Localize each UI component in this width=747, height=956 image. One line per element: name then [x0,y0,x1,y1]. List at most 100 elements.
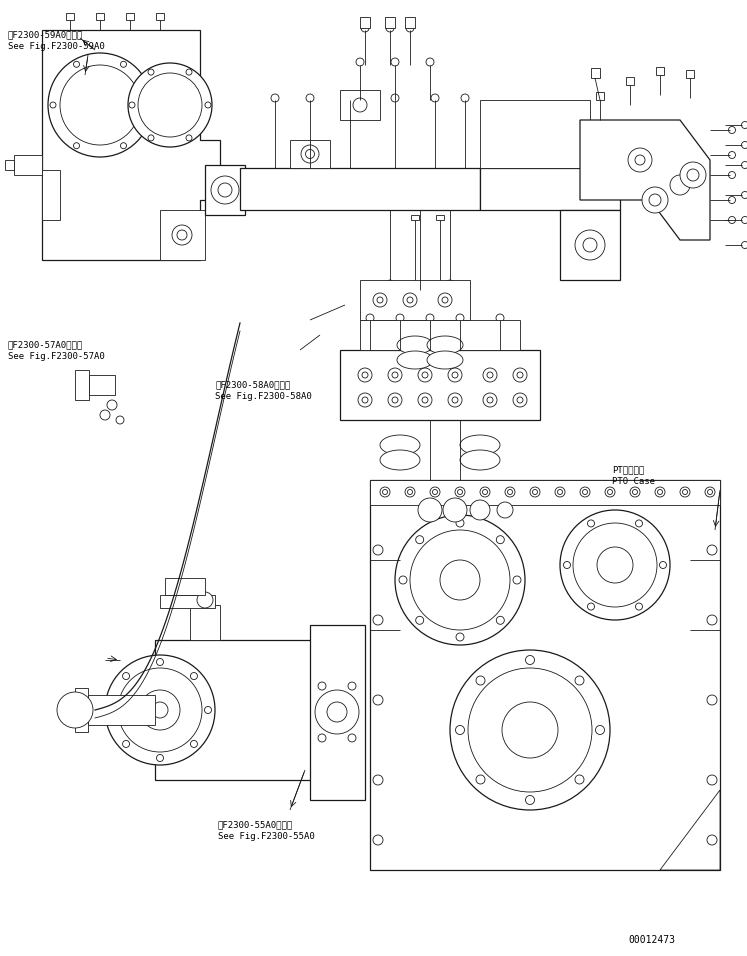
Circle shape [416,290,424,298]
Circle shape [657,489,663,494]
Circle shape [396,314,404,322]
Circle shape [197,592,213,608]
Circle shape [483,368,497,382]
Circle shape [362,397,368,403]
Circle shape [380,487,390,497]
Circle shape [346,94,354,102]
Circle shape [525,795,535,805]
Circle shape [373,545,383,555]
Circle shape [587,603,595,610]
Text: 第F2300-55A0図参照
See Fig.F2300-55A0: 第F2300-55A0図参照 See Fig.F2300-55A0 [218,820,314,840]
Ellipse shape [397,336,433,354]
Circle shape [707,835,717,845]
Circle shape [218,183,232,197]
Circle shape [636,603,642,610]
Circle shape [476,775,485,784]
Circle shape [399,576,407,584]
Circle shape [348,734,356,742]
Circle shape [327,702,347,722]
Circle shape [448,393,462,407]
Circle shape [205,706,211,713]
Polygon shape [480,168,620,210]
Polygon shape [165,578,205,595]
Circle shape [649,194,661,206]
Circle shape [415,617,424,624]
Circle shape [148,135,154,141]
Circle shape [452,397,458,403]
Circle shape [557,489,562,494]
Circle shape [636,520,642,527]
Polygon shape [480,100,590,168]
Circle shape [507,489,512,494]
Bar [156,13,164,20]
Circle shape [118,668,202,752]
Circle shape [457,489,462,494]
Circle shape [205,102,211,108]
Circle shape [575,676,584,685]
Circle shape [742,141,747,148]
Circle shape [468,668,592,792]
Circle shape [707,489,713,494]
Circle shape [487,372,493,378]
Bar [596,92,604,100]
Polygon shape [340,350,540,420]
Polygon shape [42,30,220,260]
Circle shape [655,487,665,497]
Circle shape [442,297,448,303]
Ellipse shape [427,351,463,369]
Circle shape [186,135,192,141]
Circle shape [405,487,415,497]
Circle shape [742,191,747,199]
Circle shape [392,372,398,378]
Circle shape [470,500,490,520]
Circle shape [358,393,372,407]
Circle shape [502,702,558,758]
Polygon shape [5,160,14,170]
Polygon shape [290,140,330,168]
Circle shape [575,775,584,784]
Circle shape [57,692,93,728]
Bar [66,13,74,20]
Circle shape [60,65,140,145]
Circle shape [595,726,604,734]
Circle shape [123,673,129,680]
Circle shape [707,615,717,625]
Circle shape [412,292,418,298]
Circle shape [450,650,610,810]
Circle shape [525,656,535,664]
Circle shape [373,775,383,785]
Circle shape [318,682,326,690]
Circle shape [440,560,480,600]
Bar [591,68,600,78]
Circle shape [412,317,418,323]
Circle shape [517,372,523,378]
Polygon shape [88,695,155,725]
Circle shape [555,487,565,497]
Text: 第F2300-58A0図参照
See Fig.F2300-58A0: 第F2300-58A0図参照 See Fig.F2300-58A0 [215,380,311,401]
Polygon shape [75,688,88,732]
Polygon shape [14,155,42,175]
Circle shape [386,280,394,288]
Circle shape [530,487,540,497]
Circle shape [353,98,367,112]
Circle shape [426,314,434,322]
Circle shape [373,695,383,705]
Ellipse shape [380,435,420,455]
Circle shape [728,171,736,179]
Circle shape [705,487,715,497]
Circle shape [373,835,383,845]
Circle shape [403,293,417,307]
Text: PT０ケース
PTO Case: PT０ケース PTO Case [612,465,655,486]
Bar [405,17,415,28]
Circle shape [306,149,314,159]
Circle shape [483,489,488,494]
Circle shape [513,576,521,584]
Ellipse shape [380,450,420,470]
Circle shape [73,61,79,67]
Circle shape [497,502,513,518]
Circle shape [605,487,615,497]
Circle shape [418,368,432,382]
Circle shape [120,61,126,67]
Circle shape [388,393,402,407]
Polygon shape [310,625,365,800]
